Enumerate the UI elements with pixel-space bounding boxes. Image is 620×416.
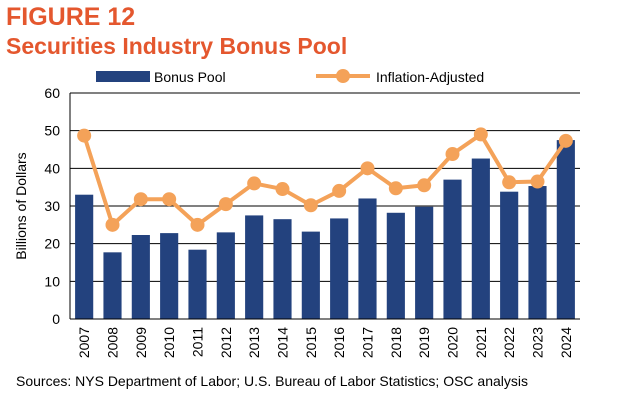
line-point-2009 xyxy=(133,192,148,207)
line-point-2008 xyxy=(105,217,120,232)
x-tick-label-2023: 2023 xyxy=(530,327,546,358)
bar-2018 xyxy=(386,212,405,319)
line-point-2007 xyxy=(77,128,92,143)
chart-legend: Bonus Pool Inflation-Adjusted xyxy=(96,69,484,85)
bar-2021 xyxy=(471,158,490,319)
legend-label-bonus-pool: Bonus Pool xyxy=(154,69,226,85)
y-tick-label-40: 40 xyxy=(44,160,60,176)
bar-2008 xyxy=(103,252,122,319)
inflation-adjusted-line-group xyxy=(77,127,573,232)
chart-title: Securities Industry Bonus Pool xyxy=(6,33,348,59)
bar-2024 xyxy=(556,140,575,319)
bar-2011 xyxy=(188,249,207,319)
inflation-adjusted-line xyxy=(82,132,568,227)
line-point-2020 xyxy=(445,147,460,162)
x-tick-label-2020: 2020 xyxy=(445,327,461,358)
bar-2022 xyxy=(500,191,519,319)
legend-bar-swatch xyxy=(96,71,150,82)
x-tick-label-2016: 2016 xyxy=(331,327,347,358)
x-axis-ticks: 2007 2008 2009 2010 2011 2012 2013 2014 2015 2016… xyxy=(76,327,574,358)
line-point-2018 xyxy=(388,181,403,196)
y-tick-label-0: 0 xyxy=(52,311,60,327)
y-tick-label-30: 30 xyxy=(44,198,60,214)
x-tick-label-2022: 2022 xyxy=(501,327,517,358)
line-point-2019 xyxy=(417,178,432,193)
x-tick-label-2019: 2019 xyxy=(416,327,432,358)
line-point-2015 xyxy=(303,198,318,213)
line-point-2014 xyxy=(275,182,290,197)
bar-2013 xyxy=(245,215,264,319)
bar-2015 xyxy=(301,231,320,319)
legend-line-marker xyxy=(336,69,350,83)
y-axis-label: Billions of Dollars xyxy=(13,152,29,259)
bar-2010 xyxy=(160,233,179,319)
bar-2014 xyxy=(273,219,292,319)
line-point-2024 xyxy=(558,133,573,148)
x-tick-label-2011: 2011 xyxy=(190,327,206,357)
bar-2017 xyxy=(358,198,377,319)
x-tick-label-2012: 2012 xyxy=(218,327,234,358)
bonus-pool-bars xyxy=(75,140,575,319)
y-axis-ticks: 0 10 20 30 40 50 60 xyxy=(44,85,60,327)
source-note: Sources: NYS Department of Labor; U.S. B… xyxy=(16,373,529,389)
x-tick-label-2017: 2017 xyxy=(360,327,376,358)
bar-2009 xyxy=(131,235,150,319)
line-point-2017 xyxy=(360,161,375,176)
y-axis-label-group: Billions of Dollars xyxy=(13,152,29,259)
bar-2019 xyxy=(415,206,434,319)
bar-2012 xyxy=(216,232,235,319)
gridlines xyxy=(70,92,580,282)
x-tick-label-2018: 2018 xyxy=(388,327,404,358)
x-tick-label-2008: 2008 xyxy=(105,327,121,358)
line-point-2011 xyxy=(190,217,205,232)
axes xyxy=(69,93,580,320)
y-tick-label-50: 50 xyxy=(44,123,60,139)
bonus-pool-chart: Bonus Pool Inflation-Adjusted Billions of… xyxy=(13,69,580,358)
figure-label: FIGURE 12 xyxy=(6,3,136,31)
x-tick-label-2010: 2010 xyxy=(161,327,177,358)
y-tick-label-10: 10 xyxy=(44,273,60,289)
x-tick-label-2015: 2015 xyxy=(303,327,319,358)
x-tick-label-2024: 2024 xyxy=(558,327,574,358)
x-tick-label-2007: 2007 xyxy=(76,327,92,358)
x-tick-label-2021: 2021 xyxy=(473,327,489,358)
bar-2020 xyxy=(443,179,462,319)
x-tick-label-2013: 2013 xyxy=(246,327,262,358)
x-tick-label-2009: 2009 xyxy=(133,327,149,358)
y-tick-label-60: 60 xyxy=(44,85,60,101)
x-tick-label-2014: 2014 xyxy=(275,327,291,358)
line-point-2016 xyxy=(332,183,347,198)
legend-label-inflation-adjusted: Inflation-Adjusted xyxy=(376,69,484,85)
bar-2007 xyxy=(75,194,94,319)
y-tick-label-20: 20 xyxy=(44,236,60,252)
line-point-2010 xyxy=(162,192,177,207)
line-point-2022 xyxy=(502,175,517,190)
bar-2023 xyxy=(528,186,547,319)
line-point-2012 xyxy=(218,197,233,212)
line-point-2023 xyxy=(530,174,545,189)
line-point-2013 xyxy=(247,176,262,191)
bar-2016 xyxy=(330,218,349,319)
line-point-2021 xyxy=(473,127,488,142)
